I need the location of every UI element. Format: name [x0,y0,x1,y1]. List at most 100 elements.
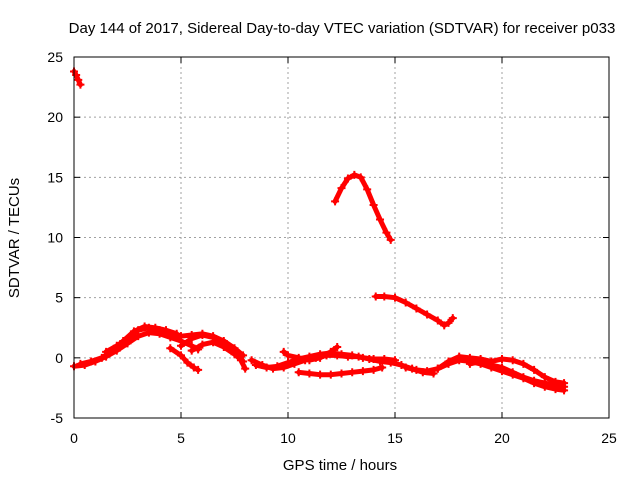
data-point [348,368,357,377]
data-point [391,356,399,365]
y-axis-label: SDTVAR / TECUs [6,178,23,298]
data-point [230,350,239,359]
data-point [87,357,96,366]
x-tick-label: 5 [177,430,185,446]
data-point [294,353,303,362]
data-point [241,364,250,373]
data-point [279,347,288,356]
y-tick-label: 20 [47,109,63,125]
data-point [369,355,378,364]
data-point [166,329,175,338]
data-point [380,355,389,364]
data-point [423,367,432,376]
data-point [76,80,85,89]
data-point [123,334,132,343]
data-point [194,365,203,374]
y-tick-label: 25 [47,49,63,65]
series-sat-g [187,338,248,366]
data-point [219,343,228,352]
ticks [73,56,610,419]
data-point [508,368,517,377]
data-point [540,379,549,388]
data-point [262,363,271,372]
series-sat-m [371,292,457,330]
data-point [371,292,380,301]
data-point [519,359,528,368]
data-point [376,215,385,224]
x-tick-label: 0 [70,430,78,446]
data-point [455,352,464,361]
y-tick-label: 5 [55,290,63,306]
data-point [102,347,111,356]
data-point [284,358,292,367]
data-point [112,341,121,350]
data-point [444,357,453,366]
y-tick-label: 15 [47,169,63,185]
data-point [369,201,378,210]
data-point [465,359,474,368]
data-point [284,351,292,360]
series-sat-l [331,170,395,244]
data-point [177,351,185,360]
data-point [251,361,260,370]
data-point [560,382,569,391]
data-point [498,363,506,372]
data-line [467,358,567,390]
data-point [326,370,335,379]
series-sat-k [294,363,387,379]
data-point [343,174,352,183]
data-point [187,334,196,343]
y-tick-label: -5 [51,410,64,426]
data-point [305,369,314,378]
data-line [373,294,456,328]
data-point [337,350,346,359]
data-point [401,298,410,307]
data-point [177,332,185,341]
data-point [326,347,335,356]
data-line [332,172,394,243]
data-point [348,351,357,360]
data-point [397,361,406,370]
data-point [369,365,378,374]
x-tick-label: 15 [387,430,403,446]
data-point [350,170,359,179]
series-sat-a [70,67,85,89]
x-tick-label: 10 [280,430,296,446]
data-point [378,363,387,372]
data-point [134,326,143,335]
series-sat-j [279,343,342,365]
data-line [71,68,83,88]
data-point [198,340,207,349]
data-point [198,330,207,339]
data-point [337,369,346,378]
data-point [239,357,248,366]
data-point [187,346,196,355]
data-point [144,323,153,332]
data-point [386,235,395,244]
data-point [294,368,303,377]
data-point [76,359,85,368]
x-tick-label: 25 [601,430,617,446]
data-point [74,75,83,84]
y-tick-label: 10 [47,230,63,246]
data-point [97,353,106,362]
data-point [358,367,367,376]
chart-title: Day 144 of 2017, Sidereal Day-to-day VTE… [69,20,616,37]
data-point [412,365,421,374]
data-point [508,356,517,365]
x-axis-label: GPS time / hours [283,457,397,474]
data-point [487,361,496,370]
series-sat-p [465,357,569,391]
data-point [530,365,539,374]
data-point [440,321,449,330]
data-point [530,376,539,385]
data-point [177,341,185,350]
data-point [166,344,175,353]
data-point [433,364,442,373]
data-point [363,185,372,194]
data-point [498,355,506,364]
data-point [273,362,282,371]
x-tick-label: 20 [494,430,510,446]
data-point [356,173,365,182]
